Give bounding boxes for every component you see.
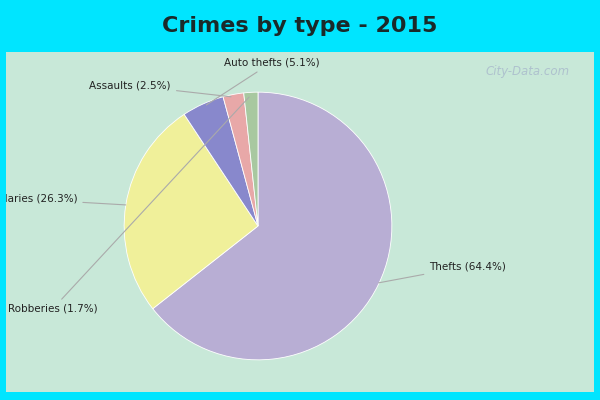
Text: City-Data.com: City-Data.com [486,66,570,78]
Wedge shape [153,92,392,360]
Wedge shape [223,93,258,226]
Text: Thefts (64.4%): Thefts (64.4%) [379,261,506,283]
Wedge shape [184,97,258,226]
Wedge shape [124,114,258,309]
Wedge shape [244,92,258,226]
Text: Robberies (1.7%): Robberies (1.7%) [8,97,249,314]
Text: Burglaries (26.3%): Burglaries (26.3%) [0,194,126,205]
Text: Auto thefts (5.1%): Auto thefts (5.1%) [206,58,319,105]
Text: Crimes by type - 2015: Crimes by type - 2015 [163,16,437,36]
Text: Assaults (2.5%): Assaults (2.5%) [89,80,231,97]
